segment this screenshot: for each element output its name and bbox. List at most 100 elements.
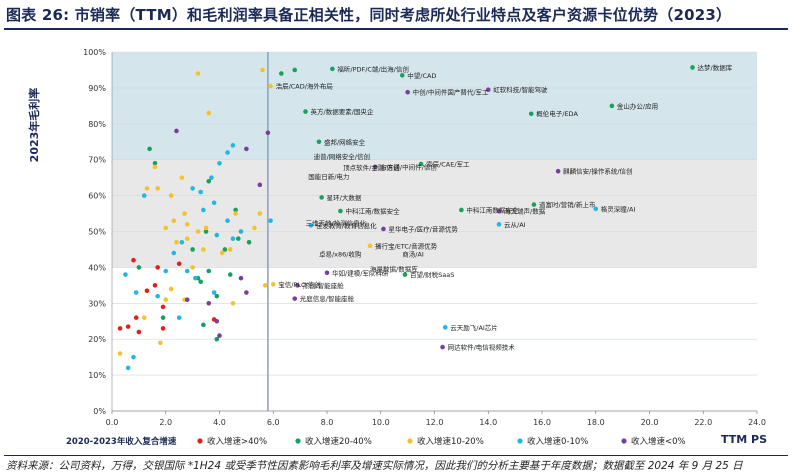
legend-label: 收入增速10-20% [417, 436, 484, 447]
x-tick-label: 22.0 [694, 418, 712, 427]
point-label: 星华电子/医疗/音源优势 [388, 224, 458, 233]
data-point [184, 236, 190, 241]
data-point [190, 247, 195, 252]
x-tick-label: 12.0 [426, 418, 444, 427]
data-point [152, 283, 158, 288]
data-point [217, 333, 222, 338]
data-point [141, 193, 147, 198]
point-label: 虹软科技/智能驾驶 [493, 85, 548, 94]
point-label: 英方/数据要素/国央企 [311, 107, 374, 116]
annotation-label: 商汤/AI [402, 250, 424, 259]
data-point [176, 261, 182, 267]
annotation-label: 顶点软件/金融/信创 [343, 163, 399, 172]
source-note: 资料来源：公司资料，万得，交银国际 *1H24 或受季节性因素影响毛利率及增速实… [6, 460, 743, 472]
annotation-label: 卓易/x86/收购 [319, 250, 362, 259]
data-point [279, 71, 284, 76]
data-point [246, 239, 252, 245]
point-label: 华如/建模/军队科研 [332, 268, 389, 277]
data-point [163, 297, 169, 303]
band-1 [112, 159, 757, 268]
data-point [233, 207, 238, 213]
data-point [292, 67, 298, 73]
x-tick-label: 20.0 [641, 418, 659, 427]
data-point [528, 111, 534, 117]
data-point [201, 322, 206, 328]
data-point [163, 225, 169, 231]
data-point [198, 189, 203, 195]
data-point [144, 186, 150, 191]
annotation-label: 国能日新/电力 [308, 172, 349, 181]
data-point [123, 272, 128, 277]
point-label: 福昕/PDF/C端/出海/信创 [337, 64, 408, 73]
data-point [227, 247, 233, 252]
point-label: 金山办公/应用 [617, 101, 658, 110]
data-point [381, 226, 386, 232]
data-point [244, 290, 249, 295]
data-point [217, 160, 222, 166]
data-point [168, 193, 174, 198]
data-point [214, 232, 220, 238]
data-point [593, 206, 599, 212]
data-point [193, 275, 198, 281]
data-point [131, 354, 136, 360]
point-label: 达梦/数据库 [698, 63, 733, 72]
point-label: 格灵深瞳/AI [601, 204, 636, 213]
data-point [230, 143, 236, 148]
chart-title: 图表 26: 市销率（TTM）和毛利润率具备正相关性，同时考虑所处行业特点及客户… [6, 6, 732, 24]
data-point [531, 202, 537, 207]
y-tick-label: 30% [88, 299, 106, 308]
data-point [324, 270, 330, 276]
y-tick-label: 20% [88, 335, 106, 344]
data-point [158, 340, 163, 346]
data-point [141, 315, 147, 320]
data-point [555, 168, 561, 174]
data-point [268, 83, 273, 89]
data-point [330, 66, 335, 72]
data-point [308, 223, 314, 228]
point-label: 麒麟信安/操作系统/信创 [563, 167, 632, 176]
background-bands [112, 52, 757, 268]
data-point [155, 186, 160, 191]
data-point [225, 218, 230, 224]
point-label: 中创/中间件国产替代/军工 [413, 88, 489, 97]
point-label: 道富时/营销/新上市 [539, 200, 596, 209]
data-point [214, 336, 220, 342]
point-label: 云从/AI [504, 221, 526, 229]
data-point [195, 71, 201, 76]
data-point [265, 130, 271, 136]
y-tick-label: 40% [88, 263, 106, 272]
point-label: 播行宝/ETC/音源优势 [375, 241, 438, 250]
data-point [244, 146, 249, 152]
data-point [418, 161, 424, 167]
data-point [319, 195, 324, 200]
point-label: 宝信/PLC/信创 [278, 280, 320, 289]
legend-marker [407, 438, 413, 444]
data-point [160, 326, 166, 331]
data-point [485, 87, 491, 92]
data-point [233, 211, 238, 216]
footer-divider [4, 455, 788, 456]
data-point [373, 164, 378, 170]
data-point [338, 208, 343, 214]
data-point [211, 200, 217, 206]
point-label: 星环/大数据 [327, 193, 362, 202]
data-point [303, 109, 308, 114]
legend-label: 收入增速20-40% [305, 436, 372, 447]
data-point [442, 325, 448, 330]
legend-label: 收入增速>40% [207, 436, 267, 447]
data-point [292, 296, 298, 301]
data-point [147, 146, 152, 152]
point-label: 杰创/智能座舱 [302, 281, 344, 290]
data-point [268, 218, 273, 224]
data-point [252, 225, 257, 231]
data-point [179, 175, 185, 180]
data-points [117, 65, 695, 371]
data-point [214, 293, 220, 299]
data-point [209, 175, 214, 180]
data-point [168, 286, 174, 292]
point-label: 百望/财税SaaS [410, 270, 454, 279]
legend-label: 收入增速0-10% [527, 436, 588, 447]
point-label: 东方通/中间件/信创 [380, 162, 436, 171]
band-0 [112, 52, 757, 160]
